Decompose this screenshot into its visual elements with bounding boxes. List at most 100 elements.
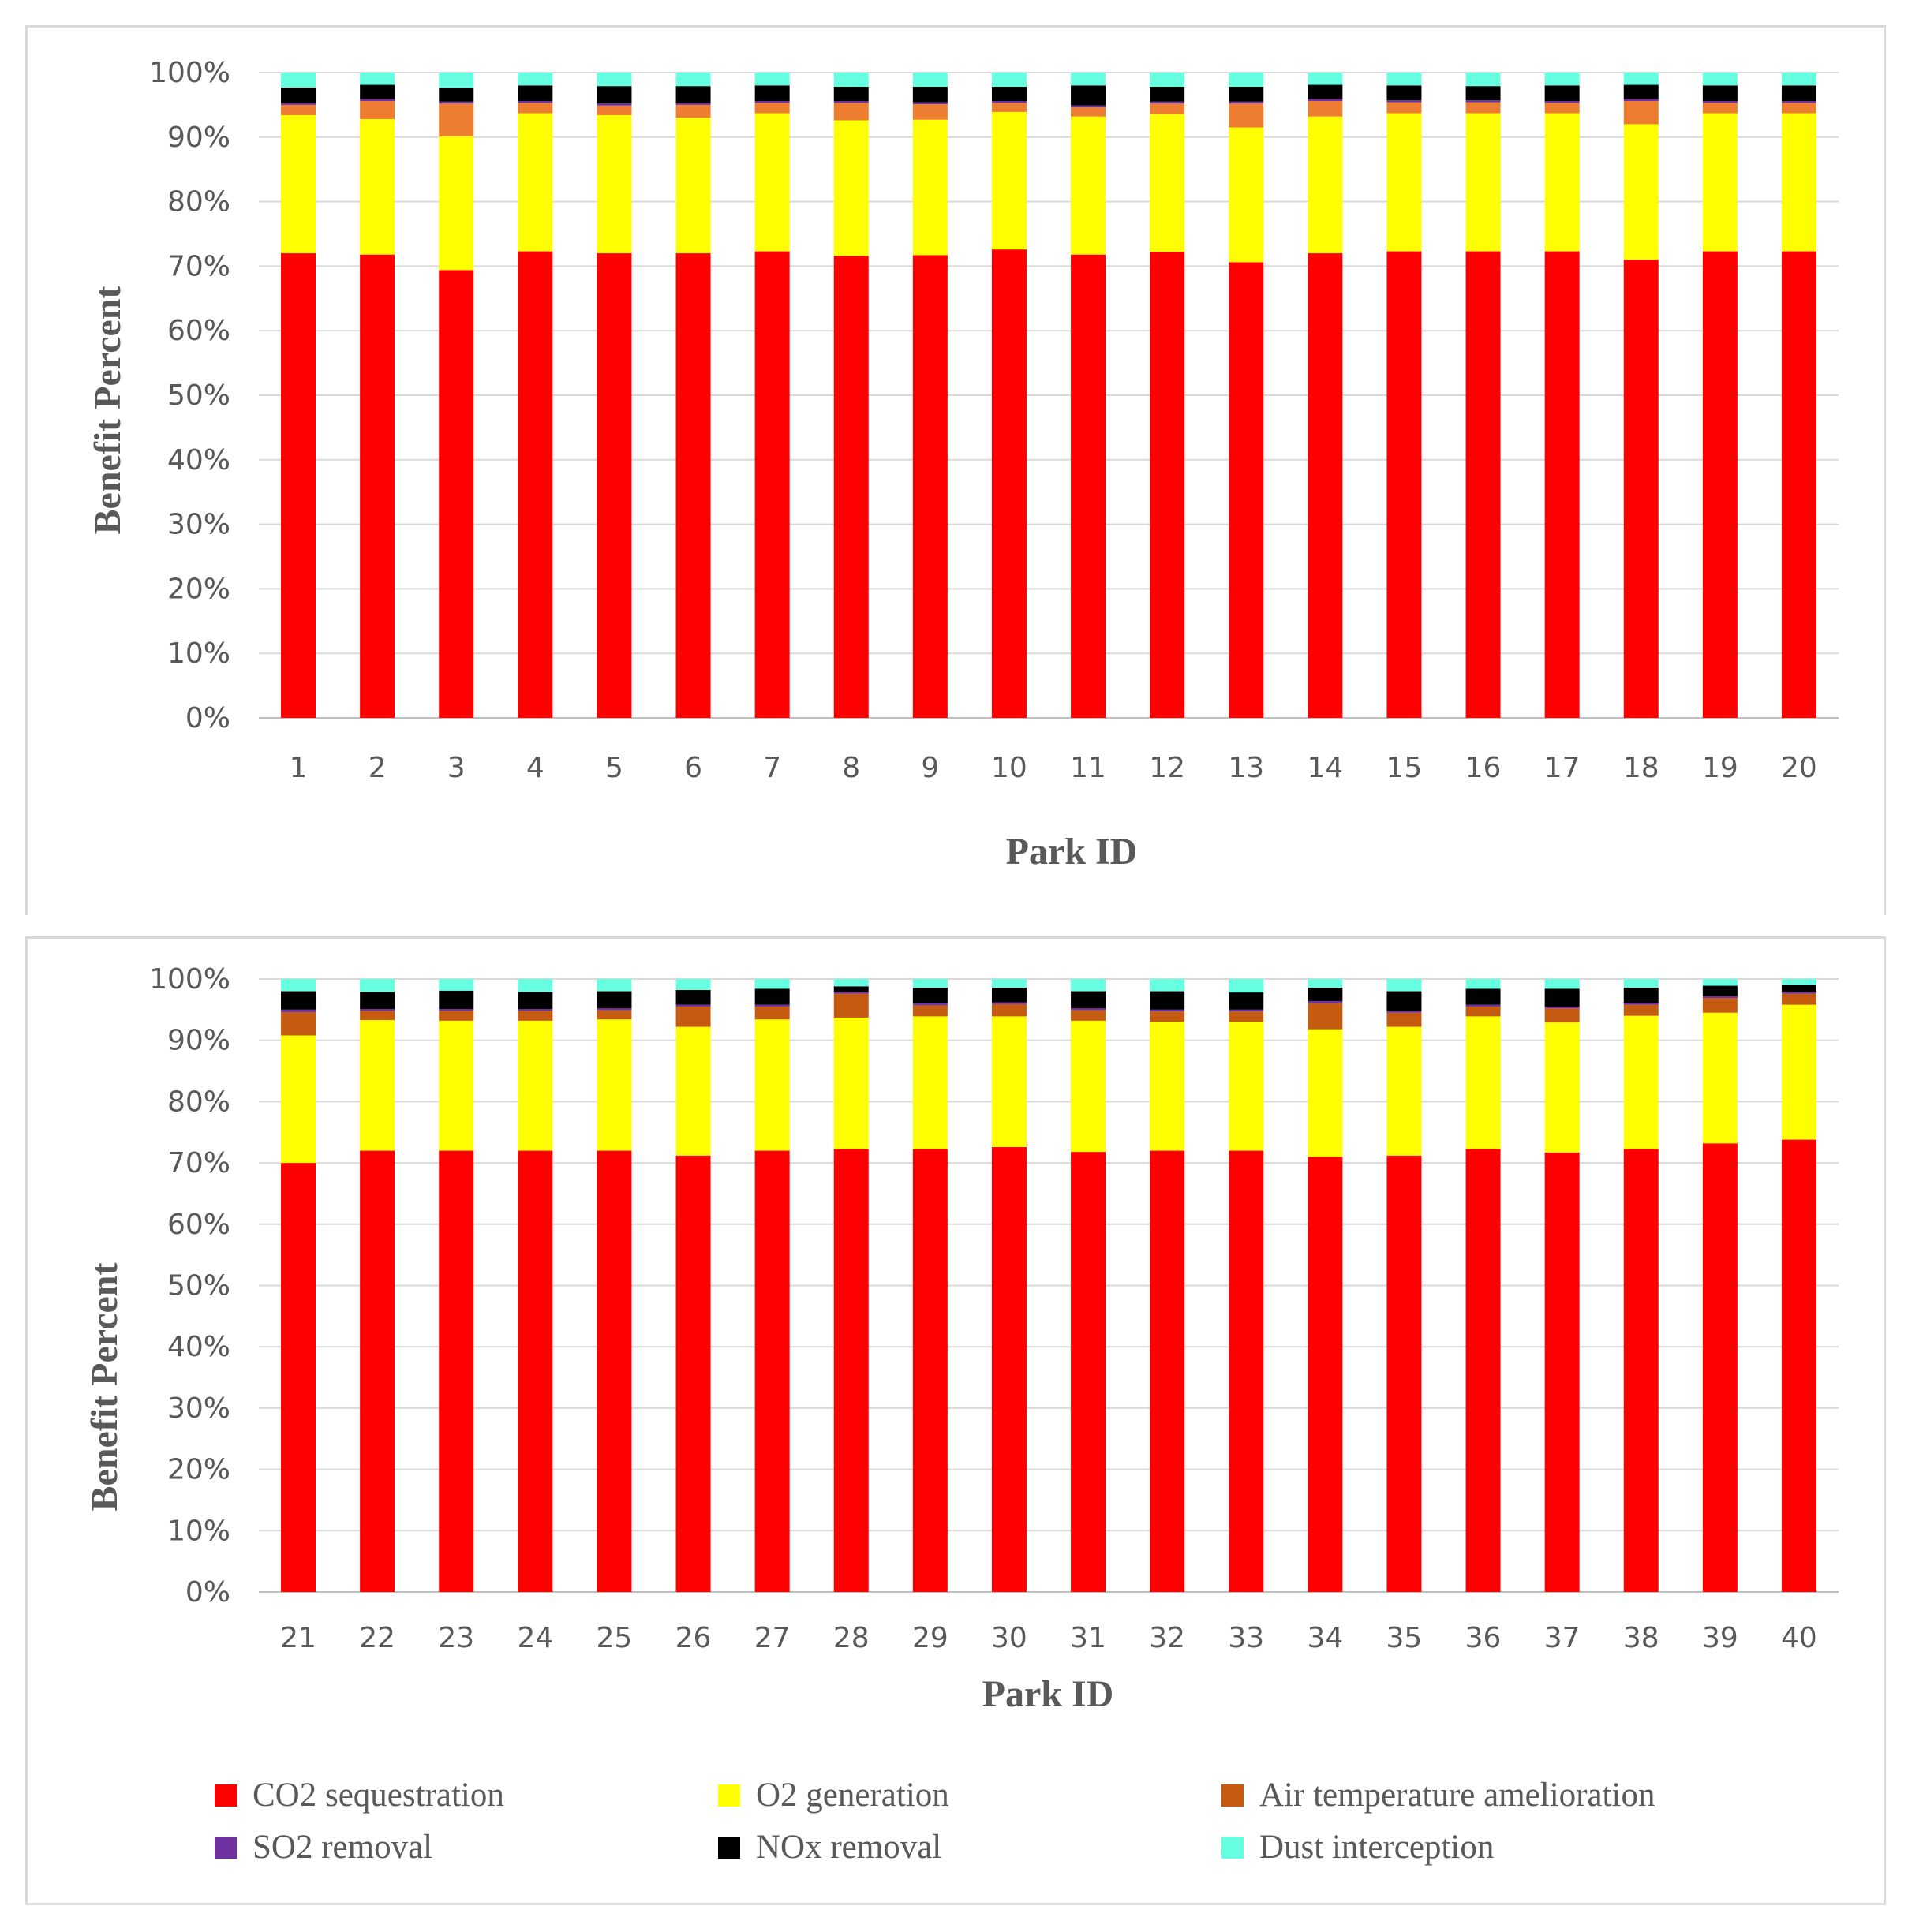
bar-segment-co2-sequestration (1702, 1143, 1738, 1592)
bar-segment-nox-removal (1229, 992, 1264, 1010)
bar-segment-so2-removal (1071, 1008, 1106, 1011)
bar-segment-nox-removal (833, 986, 869, 992)
bar-segment-o2-generation (1702, 113, 1738, 252)
bar-stack-park-1 (281, 73, 316, 718)
bar-segment-air-temperature-amelioration (754, 1006, 790, 1020)
bar-segment-dust-interception (1702, 73, 1738, 86)
bar-segment-nox-removal (518, 85, 553, 101)
bar-segment-co2-sequestration (597, 253, 632, 718)
bar-segment-dust-interception (518, 73, 553, 86)
bar-segment-co2-sequestration (518, 251, 553, 718)
bar-segment-dust-interception (439, 73, 474, 88)
bar-segment-co2-sequestration (1781, 1139, 1816, 1592)
bar-segment-so2-removal (1544, 1006, 1580, 1009)
bar-segment-so2-removal (1308, 1000, 1343, 1004)
bar-segment-dust-interception (675, 73, 711, 87)
bar-segment-o2-generation (1308, 1029, 1343, 1157)
bar-segment-dust-interception (912, 979, 948, 988)
x-tick-label: 13 (1228, 752, 1264, 784)
y-tick-label: 100% (149, 57, 230, 89)
bar-segment-air-temperature-amelioration (1386, 102, 1422, 114)
bar-stack-park-8 (833, 73, 869, 718)
bar-segment-air-temperature-amelioration (1623, 100, 1659, 125)
x-tick-label: 11 (1070, 752, 1106, 784)
x-tick-label: 5 (605, 752, 623, 784)
y-tick-label: 90% (167, 121, 230, 154)
bar-stack-park-39 (1702, 979, 1738, 1592)
bar-segment-nox-removal (1071, 991, 1106, 1009)
bar-segment-nox-removal (1150, 991, 1185, 1010)
bar-segment-nox-removal (1465, 988, 1501, 1005)
legend-label-dust: Dust interception (1259, 1829, 1494, 1866)
x-tick-label: 34 (1307, 1622, 1343, 1654)
x-axis-title-bottom: Park ID (982, 1673, 1114, 1715)
bar-segment-air-temperature-amelioration (1386, 1012, 1422, 1027)
bar-segment-o2-generation (1544, 113, 1580, 252)
bar-segment-nox-removal (597, 991, 632, 1009)
bar-segment-o2-generation (1623, 124, 1659, 260)
legend-label-air-temp: Air temperature amelioration (1259, 1777, 1655, 1814)
bar-segment-o2-generation (1229, 1022, 1264, 1151)
bar-stack-park-4 (518, 73, 553, 718)
bar-stack-park-19 (1702, 73, 1738, 718)
bar-segment-dust-interception (991, 979, 1027, 988)
bar-segment-nox-removal (1386, 85, 1422, 101)
bar-segment-nox-removal (912, 987, 948, 1004)
bar-segment-o2-generation (360, 118, 395, 255)
x-tick-label: 27 (754, 1622, 791, 1654)
bar-segment-nox-removal (754, 85, 790, 101)
bar-segment-nox-removal (991, 987, 1027, 1003)
bar-stack-park-11 (1071, 73, 1106, 718)
bar-stack-park-29 (912, 979, 948, 1592)
bar-stack-park-23 (439, 979, 474, 1592)
bar-segment-co2-sequestration (360, 1150, 395, 1592)
bar-segment-o2-generation (1386, 1026, 1422, 1156)
bar-stack-park-6 (675, 73, 711, 718)
y-tick-label: 90% (167, 1025, 230, 1057)
bar-segment-so2-removal (597, 103, 632, 106)
x-tick-label: 4 (526, 752, 544, 784)
bar-segment-co2-sequestration (1623, 1149, 1659, 1592)
bar-segment-so2-removal (597, 1008, 632, 1011)
bar-segment-so2-removal (1702, 996, 1738, 999)
bar-segment-air-temperature-amelioration (1150, 1011, 1185, 1022)
bar-segment-nox-removal (1781, 85, 1816, 101)
bar-stack-park-28 (833, 979, 869, 1592)
bar-stack-park-20 (1781, 73, 1816, 718)
bar-segment-o2-generation (833, 120, 869, 256)
bar-segment-air-temperature-amelioration (439, 1011, 474, 1021)
bar-segment-dust-interception (1465, 979, 1501, 989)
bar-stack-park-26 (675, 979, 711, 1592)
bar-segment-dust-interception (833, 73, 869, 87)
bar-segment-air-temperature-amelioration (833, 103, 869, 121)
bar-segment-air-temperature-amelioration (360, 100, 395, 119)
bar-segment-o2-generation (1386, 113, 1422, 252)
bar-segment-co2-sequestration (1465, 251, 1501, 718)
bar-segment-dust-interception (360, 73, 395, 85)
x-axis-title-top: Park ID (1006, 831, 1138, 873)
bar-segment-o2-generation (1150, 1022, 1185, 1151)
y-tick-label: 0% (185, 702, 230, 734)
bar-segment-co2-sequestration (1781, 251, 1816, 718)
bar-segment-so2-removal (991, 1002, 1027, 1004)
bar-segment-nox-removal (597, 86, 632, 104)
bar-segment-dust-interception (1465, 73, 1501, 87)
legend-swatch-co2 (215, 1784, 237, 1807)
x-tick-label: 29 (912, 1622, 948, 1654)
bar-segment-o2-generation (991, 111, 1027, 250)
bar-segment-o2-generation (439, 1020, 474, 1151)
y-tick-label: 50% (167, 379, 230, 412)
bar-segment-nox-removal (675, 86, 711, 103)
bar-segment-dust-interception (1150, 73, 1185, 87)
bar-segment-so2-removal (281, 1009, 316, 1012)
bar-segment-co2-sequestration (439, 270, 474, 719)
bar-segment-o2-generation (1071, 1020, 1106, 1153)
bar-segment-dust-interception (1229, 73, 1264, 87)
x-tick-label: 8 (842, 752, 860, 784)
bar-segment-air-temperature-amelioration (1544, 103, 1580, 114)
bar-segment-o2-generation (1465, 113, 1501, 252)
bar-segment-dust-interception (518, 979, 553, 992)
bar-segment-o2-generation (1150, 114, 1185, 252)
bar-segment-co2-sequestration (991, 1146, 1027, 1592)
bar-segment-o2-generation (912, 1016, 948, 1149)
